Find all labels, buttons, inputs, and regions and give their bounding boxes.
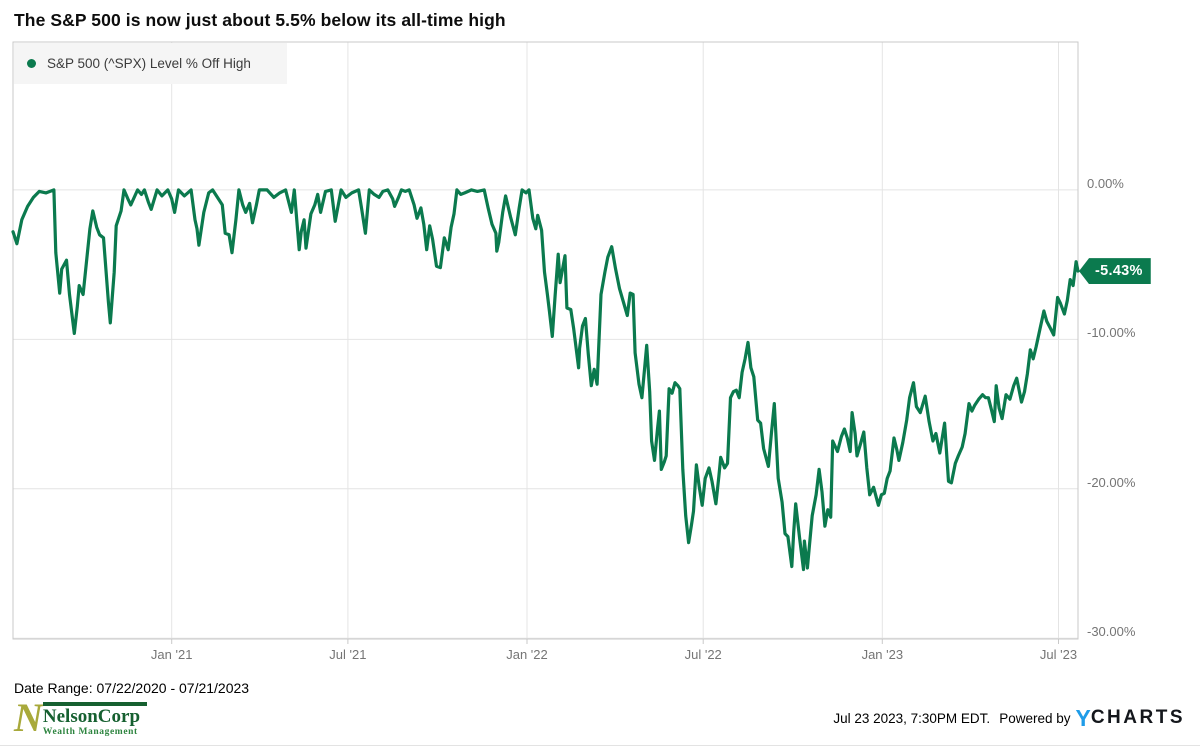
y-axis-label: -30.00%	[1087, 624, 1136, 640]
x-axis-label: Jan '23	[861, 647, 904, 662]
x-axis-label: Jul '23	[1039, 647, 1078, 662]
series-line-sp500-drawdown[interactable]	[11, 188, 1080, 572]
x-axis-label: Jan '21	[150, 647, 193, 662]
footer: Jul 23 2023, 7:30PM EDT. Powered by Y CH…	[833, 705, 1185, 731]
nelsoncorp-logo: N NelsonCorp Wealth Management	[14, 695, 147, 740]
series-legend-label: S&P 500 (^SPX) Level % Off High	[47, 56, 251, 71]
ycharts-wordmark: CHARTS	[1090, 707, 1185, 728]
ycharts-logo[interactable]: Y CHARTS	[1075, 705, 1185, 731]
timestamp-label: Jul 23 2023, 7:30PM EDT.	[833, 710, 991, 726]
y-axis-label: 0.00%	[1087, 175, 1124, 191]
x-axis-label: Jul '21	[329, 647, 367, 662]
nelsoncorp-logo-name: NelsonCorp	[42, 706, 141, 727]
page-title: The S&P 500 is now just about 5.5% below…	[14, 10, 506, 30]
powered-by-label: Powered by	[999, 710, 1071, 726]
y-axis-label: -10.00%	[1087, 325, 1136, 341]
nelsoncorp-n-icon: N	[14, 695, 43, 740]
y-axis-label: -20.00%	[1087, 474, 1136, 490]
ycharts-y-icon: Y	[1075, 705, 1091, 731]
plot-border	[12, 41, 1079, 640]
x-axis-label: Jul '22	[684, 647, 722, 662]
series-marker-dot-icon	[27, 59, 36, 68]
nelsoncorp-logo-subtitle: Wealth Management	[42, 727, 138, 737]
date-range-label: Date Range: 07/22/2020 - 07/21/2023	[14, 680, 250, 696]
x-axis-label: Jan '22	[506, 647, 548, 662]
nelsoncorp-logo-bar	[42, 702, 147, 706]
chart-legend[interactable]: S&P 500 (^SPX) Level % Off High	[14, 43, 287, 84]
last-value-badge: -5.43%	[1079, 258, 1151, 285]
